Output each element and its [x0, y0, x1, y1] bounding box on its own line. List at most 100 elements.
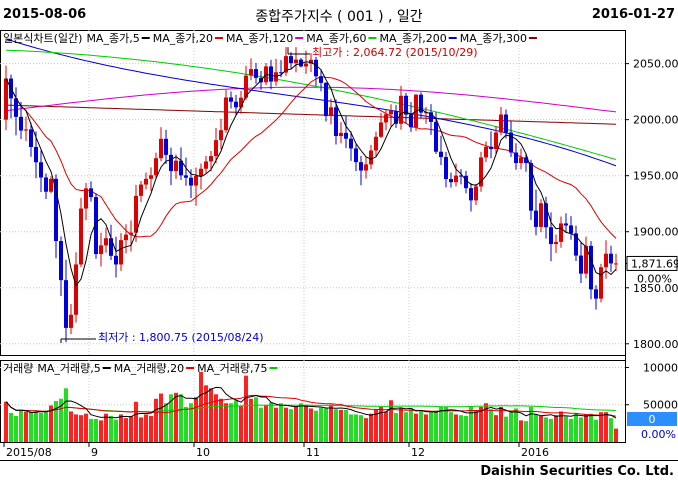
volume-tick-label: 50000	[643, 399, 678, 412]
volume-bar	[299, 403, 303, 442]
volume-bar	[479, 406, 483, 442]
chart-header: 2015-08-06 종합주가지수 ( 001 ) , 일간 2016-01-2…	[0, 0, 678, 30]
volume-bar	[54, 401, 58, 442]
volume-bar	[269, 402, 273, 442]
volume-bar	[404, 412, 408, 442]
volume-bar	[244, 375, 248, 442]
candle-body	[309, 59, 313, 64]
volume-bar	[569, 418, 573, 442]
volume-bar	[494, 415, 498, 442]
volume-bar	[444, 406, 448, 442]
candle-body	[214, 140, 218, 157]
volume-bar	[594, 419, 598, 442]
candle-body	[284, 56, 288, 73]
volume-bar	[279, 403, 283, 442]
volume-bar	[484, 403, 488, 442]
volume-legend-label: MA_거래량,20	[114, 362, 184, 375]
candle-body	[99, 245, 103, 255]
candle-body	[234, 101, 238, 108]
candle-body	[24, 129, 28, 131]
volume-bar	[179, 394, 183, 442]
volume-bar	[89, 418, 93, 442]
volume-bar	[554, 415, 558, 442]
volume-bar	[334, 409, 338, 442]
volume-bar	[104, 413, 108, 442]
candle-body	[559, 223, 563, 242]
candle-body	[79, 208, 83, 265]
price-legend-label: 일본식차트(일간)	[3, 31, 82, 45]
volume-legend-label: MA_거래량,75	[197, 362, 267, 375]
end-date: 2016-01-27	[591, 7, 675, 22]
volume-bar	[84, 413, 88, 442]
volume-bar	[44, 412, 48, 442]
candle-body	[159, 138, 163, 159]
candle-body	[184, 175, 188, 178]
candle-body	[474, 186, 478, 201]
candle-body	[144, 178, 148, 185]
candle-body	[389, 110, 393, 115]
volume-bar	[164, 403, 168, 442]
candle-body	[4, 78, 8, 120]
current-change: 0.00%	[637, 272, 672, 285]
volume-bar	[254, 397, 258, 442]
volume-bar	[314, 410, 318, 442]
candle-body	[454, 175, 458, 183]
candle-body	[499, 114, 503, 133]
volume-bar	[464, 415, 468, 442]
candle-body	[124, 234, 128, 241]
price-tick-label: 1850.00	[633, 282, 678, 295]
volume-bar	[544, 417, 548, 442]
candle-body	[64, 280, 68, 328]
candle-body	[109, 238, 113, 256]
volume-bar	[564, 416, 568, 442]
volume-bar	[234, 400, 238, 442]
volume-current-change: 0.00%	[641, 428, 676, 441]
volume-bar	[329, 404, 333, 442]
price-legend-label: MA_종가,200	[379, 32, 446, 45]
candle-body	[304, 63, 308, 67]
volume-bar	[224, 403, 228, 442]
volume-bar	[379, 406, 383, 442]
volume-bar	[429, 412, 433, 442]
volume-bar	[184, 406, 188, 442]
volume-bar	[409, 408, 413, 442]
candle-body	[319, 76, 323, 83]
volume-bar	[534, 414, 538, 442]
volume-bar	[579, 417, 583, 442]
ma5-line	[5, 61, 617, 287]
candle-body	[229, 97, 233, 102]
volume-bar	[209, 388, 213, 442]
ma300-line	[5, 104, 617, 125]
candle-body	[39, 162, 43, 178]
volume-bar	[469, 406, 473, 442]
volume-legend-label: MA_거래량,5	[37, 362, 100, 375]
volume-bar	[369, 413, 373, 442]
candle-body	[94, 197, 98, 255]
volume-bar	[169, 394, 173, 442]
candle-body	[129, 232, 133, 235]
price-tick-label: 2050.00	[633, 58, 678, 71]
candle-body	[344, 132, 348, 139]
candle-body	[544, 203, 548, 228]
volume-bar	[114, 419, 118, 442]
volume-ma5-line	[5, 386, 617, 419]
volume-bar	[454, 414, 458, 442]
volume-bar	[289, 409, 293, 442]
candle-body	[429, 112, 433, 122]
volume-bar	[589, 413, 593, 442]
candle-body	[484, 146, 488, 158]
volume-bar	[324, 408, 328, 442]
chart-title: 종합주가지수 ( 001 ) , 일간	[255, 9, 423, 25]
price-legend-label: MA_종가,5	[86, 32, 139, 45]
volume-bar	[439, 406, 443, 442]
ma60-line	[5, 49, 617, 160]
x-tick-label: 12	[411, 446, 425, 459]
volume-bar	[354, 414, 358, 442]
candle-body	[469, 188, 473, 201]
x-tick-label: 10	[196, 446, 210, 459]
volume-bar	[309, 408, 313, 442]
candle-body	[149, 175, 153, 179]
candle-body	[564, 223, 568, 226]
candle-body	[334, 107, 338, 137]
